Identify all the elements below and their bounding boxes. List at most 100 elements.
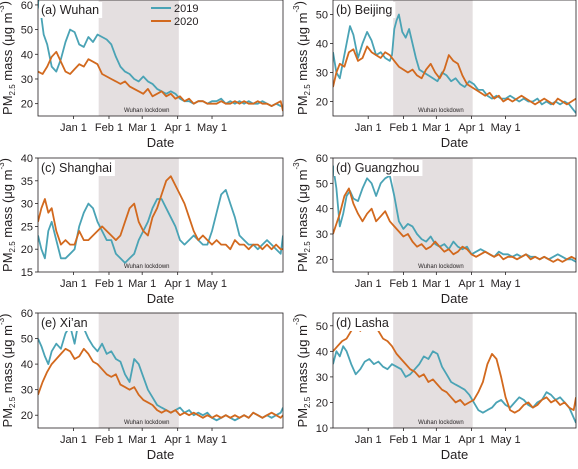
legend-label-2020: 2020 [174, 16, 198, 28]
y-axis-title-part: -3 [292, 317, 301, 325]
panel-title-bg [334, 315, 392, 331]
y-tick-label: 20 [21, 244, 33, 256]
panel-title: (b) Beijing [336, 3, 392, 17]
y-axis-title-part: mass (μg m [0, 325, 15, 397]
y-axis-title: PM2.5 mass (μg m-3) [0, 158, 17, 272]
x-tick-label: May 1 [197, 122, 227, 134]
y-axis-title-part: mass (μg m [0, 170, 15, 242]
y-tick-label: 35 [21, 176, 33, 188]
x-tick-label: May 1 [491, 278, 521, 290]
axes-frame [332, 312, 577, 429]
y-tick-label: 40 [316, 39, 328, 51]
x-tick-label: Apr 1 [458, 434, 484, 446]
panel-title: (e) Xi’an [41, 316, 88, 330]
lockdown-label: Wuhan lockdown [418, 108, 464, 114]
panel-title: (a) Wuhan [41, 3, 99, 17]
x-tick-label: Feb 1 [389, 122, 417, 134]
y-tick-label: 40 [21, 153, 33, 165]
x-axis-title: Date [441, 135, 468, 150]
x-tick-label: Apr 1 [458, 122, 484, 134]
y-axis-title-part: PM [295, 95, 310, 115]
axes-frame [37, 312, 284, 429]
y-tick-label: 50 [21, 334, 33, 346]
axes-frame [332, 157, 577, 273]
y-tick-label: 30 [21, 199, 33, 211]
x-tick-label: Apr 1 [165, 434, 191, 446]
y-axis-title-part: 2.5 [8, 84, 17, 96]
lockdown-label: Wuhan lockdown [418, 264, 464, 270]
y-tick-label: 50 [316, 321, 328, 333]
y-axis-title-part: 2.5 [303, 396, 312, 408]
y-tick-label: 50 [316, 10, 328, 22]
y-tick-label: 30 [21, 385, 33, 397]
y-axis-title-part: mass (μg m [295, 13, 310, 85]
x-tick-label: May 1 [197, 278, 227, 290]
y-axis-title-part: ) [0, 1, 12, 5]
panel-title-bg [334, 160, 423, 176]
x-tick-label: Jan 1 [60, 434, 87, 446]
y-axis-title-part: ) [292, 314, 307, 318]
x-tick-label: May 1 [491, 434, 521, 446]
y-tick-label: 20 [21, 99, 33, 111]
x-tick-label: Mar 1 [422, 434, 450, 446]
panel-4: Wuhan lockdown 20 30 40 50 60 Jan 1 Feb 1 Mar 1 A… [292, 153, 577, 306]
x-tick-label: Mar 1 [128, 122, 156, 134]
y-axis-title: PM2.5 mass (μg m-3) [292, 158, 312, 272]
panel-title-bg [39, 315, 91, 331]
lockdown-shade [393, 313, 473, 428]
x-tick-label: Feb 1 [95, 122, 123, 134]
y-axis-title-part: 2.5 [303, 241, 312, 253]
x-tick-label: Apr 1 [165, 278, 191, 290]
y-axis-title-part: 2.5 [303, 84, 312, 96]
x-tick-label: Apr 1 [458, 278, 484, 290]
y-tick-label: 20 [316, 397, 328, 409]
y-axis-title: PM2.5 mass (μg m-3) [0, 314, 17, 428]
y-axis-title-part: PM [0, 252, 15, 272]
x-tick-label: Feb 1 [389, 278, 417, 290]
x-axis-title: Date [147, 291, 174, 306]
y-axis-title-part: -3 [0, 162, 6, 170]
y-axis-title-part: 2.5 [8, 396, 17, 408]
series-line-2019 [333, 345, 576, 424]
y-axis-title-part: mass (μg m [0, 13, 15, 85]
x-tick-label: Jan 1 [355, 434, 382, 446]
series-line-2020 [38, 50, 283, 112]
series-line-2020 [38, 175, 283, 251]
y-tick-label: 60 [21, 308, 33, 320]
panel-title-bg [334, 2, 396, 18]
axes-frame [37, 0, 284, 117]
lockdown-shade [98, 158, 179, 272]
panel-title-bg [39, 160, 115, 176]
x-tick-label: Mar 1 [422, 278, 450, 290]
y-axis-title-part: -3 [292, 162, 301, 170]
y-axis-title-part: ) [292, 158, 307, 162]
x-tick-label: May 1 [491, 122, 521, 134]
y-tick-label: 40 [21, 49, 33, 61]
lockdown-shade [393, 0, 473, 116]
y-tick-label: 20 [21, 410, 33, 422]
y-axis-title-part: ) [292, 1, 307, 5]
y-axis-title: PM2.5 mass (μg m-3) [292, 1, 312, 115]
x-tick-label: Mar 1 [422, 122, 450, 134]
series-line-2019 [333, 13, 576, 114]
y-axis-title: PM2.5 mass (μg m-3) [0, 1, 17, 115]
y-tick-label: 30 [316, 372, 328, 384]
panel-3: Wuhan lockdown 15 20 25 30 35 40 Jan 1 Feb 1 Mar … [0, 153, 284, 306]
y-tick-label: 50 [316, 178, 328, 190]
x-tick-label: Feb 1 [95, 434, 123, 446]
x-tick-label: May 1 [197, 434, 227, 446]
x-tick-label: Apr 1 [165, 122, 191, 134]
axes-frame [332, 0, 577, 117]
y-tick-label: 60 [21, 0, 33, 12]
x-axis-title: Date [441, 447, 468, 462]
lockdown-label: Wuhan lockdown [418, 420, 464, 426]
panel-title: (c) Shanghai [41, 161, 112, 175]
y-tick-label: 50 [21, 25, 33, 37]
x-tick-label: Feb 1 [95, 278, 123, 290]
panel-5: Wuhan lockdown 20 30 40 50 60 Jan 1 Feb 1 Mar 1 A… [0, 308, 284, 462]
y-tick-label: 40 [316, 204, 328, 216]
y-tick-label: 15 [21, 267, 33, 279]
axes-frame [37, 157, 284, 273]
